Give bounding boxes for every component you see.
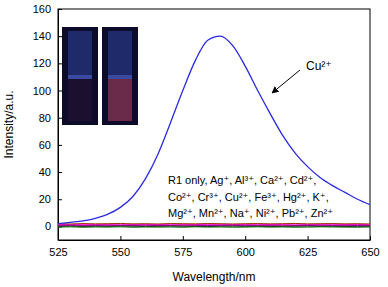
annotation-arrow — [272, 70, 300, 93]
chart: 525 550 575 600 625 650 0 20 40 60 80 100 120 140 160 C… — [0, 0, 388, 287]
y-tick-label: 140 — [33, 30, 51, 42]
x-tick: 600 — [237, 236, 255, 258]
x-tick-mark — [308, 236, 309, 240]
y-tick: 120 — [33, 57, 62, 69]
x-axis-title: Wavelength/nm — [173, 270, 256, 284]
series-line — [58, 225, 370, 227]
y-tick-mark — [58, 9, 62, 10]
y-tick-label: 40 — [39, 166, 51, 178]
x-tick-mark — [120, 236, 121, 240]
y-tick-label: 20 — [39, 193, 51, 205]
y-tick: 80 — [39, 112, 62, 124]
x-tick-mark — [183, 236, 184, 240]
y-axis-line — [58, 10, 59, 241]
series-line — [58, 224, 370, 226]
vial-background — [62, 27, 98, 125]
vial-liquid — [108, 79, 132, 121]
series-line — [58, 226, 370, 227]
y-tick-mark — [58, 36, 62, 37]
annotation: Co²⁺, Cr³⁺, Cu²⁺, Fe³⁺, Hg²⁺, K⁺, — [168, 191, 329, 203]
x-tick-label: 600 — [237, 246, 255, 258]
x-axis: 525 550 575 600 625 650 — [49, 236, 379, 258]
y-tick-label: 100 — [33, 85, 51, 97]
y-tick-mark — [58, 172, 62, 173]
x-tick-label: 525 — [49, 246, 67, 258]
x-tick-label: 625 — [299, 246, 317, 258]
plot-area: 525 550 575 600 625 650 0 20 40 60 80 100 120 140 160 C… — [33, 3, 380, 258]
x-tick-label: 650 — [361, 246, 379, 258]
y-tick: 20 — [39, 193, 62, 205]
vial-meniscus — [68, 75, 92, 79]
vial-liquid — [68, 79, 92, 121]
x-tick-label: 575 — [174, 246, 192, 258]
x-tick: 575 — [174, 236, 192, 258]
x-tick-mark — [370, 236, 371, 240]
y-tick-label: 80 — [39, 112, 51, 124]
series-line — [58, 226, 370, 227]
annotation: Mg²⁺, Mn²⁺, Na⁺, Ni²⁺, Pb²⁺, Zn²⁺ — [168, 207, 333, 219]
x-tick: 650 — [361, 236, 379, 258]
annotation: R1 only, Ag⁺, Al³⁺, Ca²⁺, Cd²⁺, — [168, 174, 316, 186]
y-tick: 140 — [33, 30, 62, 42]
series-line — [58, 224, 370, 226]
y-tick-label: 120 — [33, 57, 51, 69]
y-tick-mark — [58, 91, 62, 92]
y-tick-mark — [58, 63, 62, 64]
series-label: Cu²⁺ — [306, 59, 332, 73]
lines — [58, 36, 370, 227]
y-tick: 60 — [39, 139, 62, 151]
y-tick-label: 0 — [45, 220, 51, 232]
y-tick-label: 160 — [33, 3, 51, 15]
y-tick: 100 — [33, 85, 62, 97]
y-tick: 40 — [39, 166, 62, 178]
vial-meniscus — [108, 75, 132, 79]
vial-background — [102, 27, 138, 125]
y-axis: 0 20 40 60 80 100 120 140 160 — [33, 3, 62, 240]
y-tick-mark — [58, 118, 62, 119]
series-line — [58, 223, 370, 225]
x-tick: 625 — [299, 236, 317, 258]
inset-photo — [62, 27, 138, 125]
y-tick: 160 — [33, 3, 62, 15]
x-axis-line — [59, 240, 371, 241]
plot-frame — [58, 9, 370, 240]
y-tick-mark — [58, 145, 62, 146]
x-tick-label: 550 — [112, 246, 130, 258]
y-tick-mark — [58, 199, 62, 200]
y-axis-title: Intensity/a.u. — [2, 90, 16, 158]
series-line — [58, 36, 370, 224]
x-tick: 550 — [112, 236, 130, 258]
vial-top — [108, 31, 132, 75]
y-tick-label: 60 — [39, 139, 51, 151]
vial-top — [68, 31, 92, 75]
x-tick-mark — [245, 236, 246, 240]
